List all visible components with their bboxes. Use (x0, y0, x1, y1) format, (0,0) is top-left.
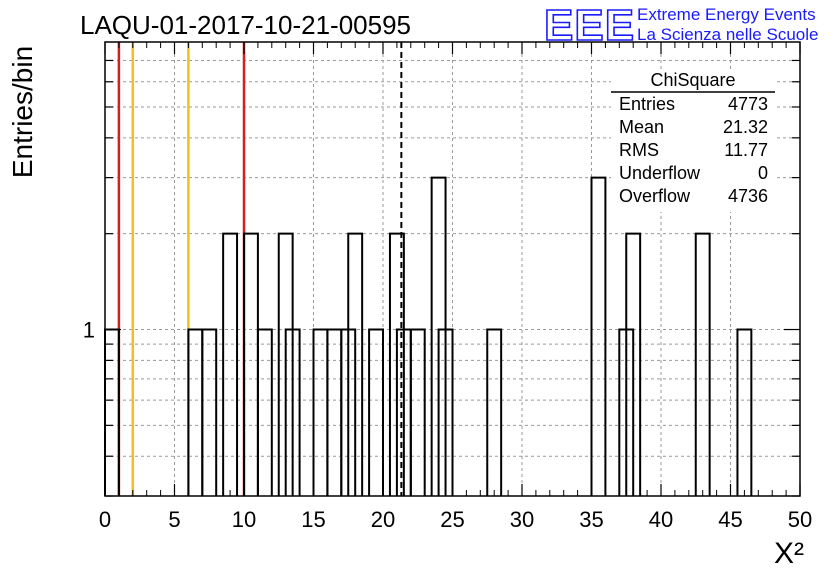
eee-logo: EEE Extreme Energy Events La Scienza nel… (543, 0, 818, 51)
histogram-bin (222, 232, 239, 496)
x-tick-label: 30 (510, 507, 534, 532)
x-tick-label: 15 (301, 507, 325, 532)
stats-label: RMS (619, 140, 659, 160)
logo-mark: EEE (544, 1, 635, 50)
histogram-bin (590, 176, 607, 496)
stats-box: ChiSquare Entries 4773 Mean 21.32 RMS 11.77 Un… (611, 70, 775, 212)
x-tick-label: 0 (99, 507, 111, 532)
histogram-bin (277, 232, 294, 496)
logo-line-2: La Scienza nelle Scuole (637, 25, 818, 44)
chart-title: LAQU-01-2017-10-21-00595 (80, 10, 411, 40)
histogram-bin (256, 328, 273, 496)
stats-label: Underflow (619, 163, 701, 183)
stats-title: ChiSquare (650, 70, 735, 90)
x-tick-label: 35 (579, 507, 603, 532)
logo-line-1: Extreme Energy Events (637, 5, 816, 24)
histogram-bin (409, 328, 426, 496)
histogram-bin (736, 328, 753, 496)
x-tick-label: 45 (718, 507, 742, 532)
stats-value: 0 (758, 163, 768, 183)
stats-value: 11.77 (724, 140, 768, 160)
stats-label: Mean (619, 117, 664, 137)
x-tick-label: 5 (168, 507, 180, 532)
histogram-bin (694, 232, 711, 496)
stats-label: Overflow (619, 186, 691, 206)
histogram-bin (201, 328, 218, 496)
stats-value: 21.32 (723, 117, 768, 137)
x-axis-label: X² (774, 537, 804, 570)
y-axis-label: Entries/bin (7, 46, 38, 178)
histogram-bin (486, 328, 503, 496)
stats-value: 4773 (728, 94, 768, 114)
histogram-bars (104, 176, 753, 496)
histogram-bin (284, 328, 301, 496)
histogram-bin (388, 232, 405, 496)
x-tick-label: 10 (232, 507, 256, 532)
stats-box-background (611, 70, 775, 212)
y-tick-label: 1 (83, 318, 95, 343)
x-tick-label: 50 (788, 507, 812, 532)
axis-ticks: 0 5 10 15 20 25 30 35 40 45 50 1 (83, 42, 812, 532)
stats-value: 4736 (728, 186, 768, 206)
stats-label: Entries (619, 94, 675, 114)
histogram-bin (437, 328, 454, 496)
histogram-bin (368, 328, 384, 496)
stats-rows: Entries 4773 Mean 21.32 RMS 11.77 Underflow 0 Ov… (619, 94, 768, 206)
x-tick-label: 25 (440, 507, 464, 532)
x-tick-label: 40 (649, 507, 673, 532)
histogram-bin (347, 232, 364, 496)
x-tick-label: 20 (371, 507, 395, 532)
histogram-bin (625, 232, 642, 496)
histogram-bin (430, 176, 447, 496)
